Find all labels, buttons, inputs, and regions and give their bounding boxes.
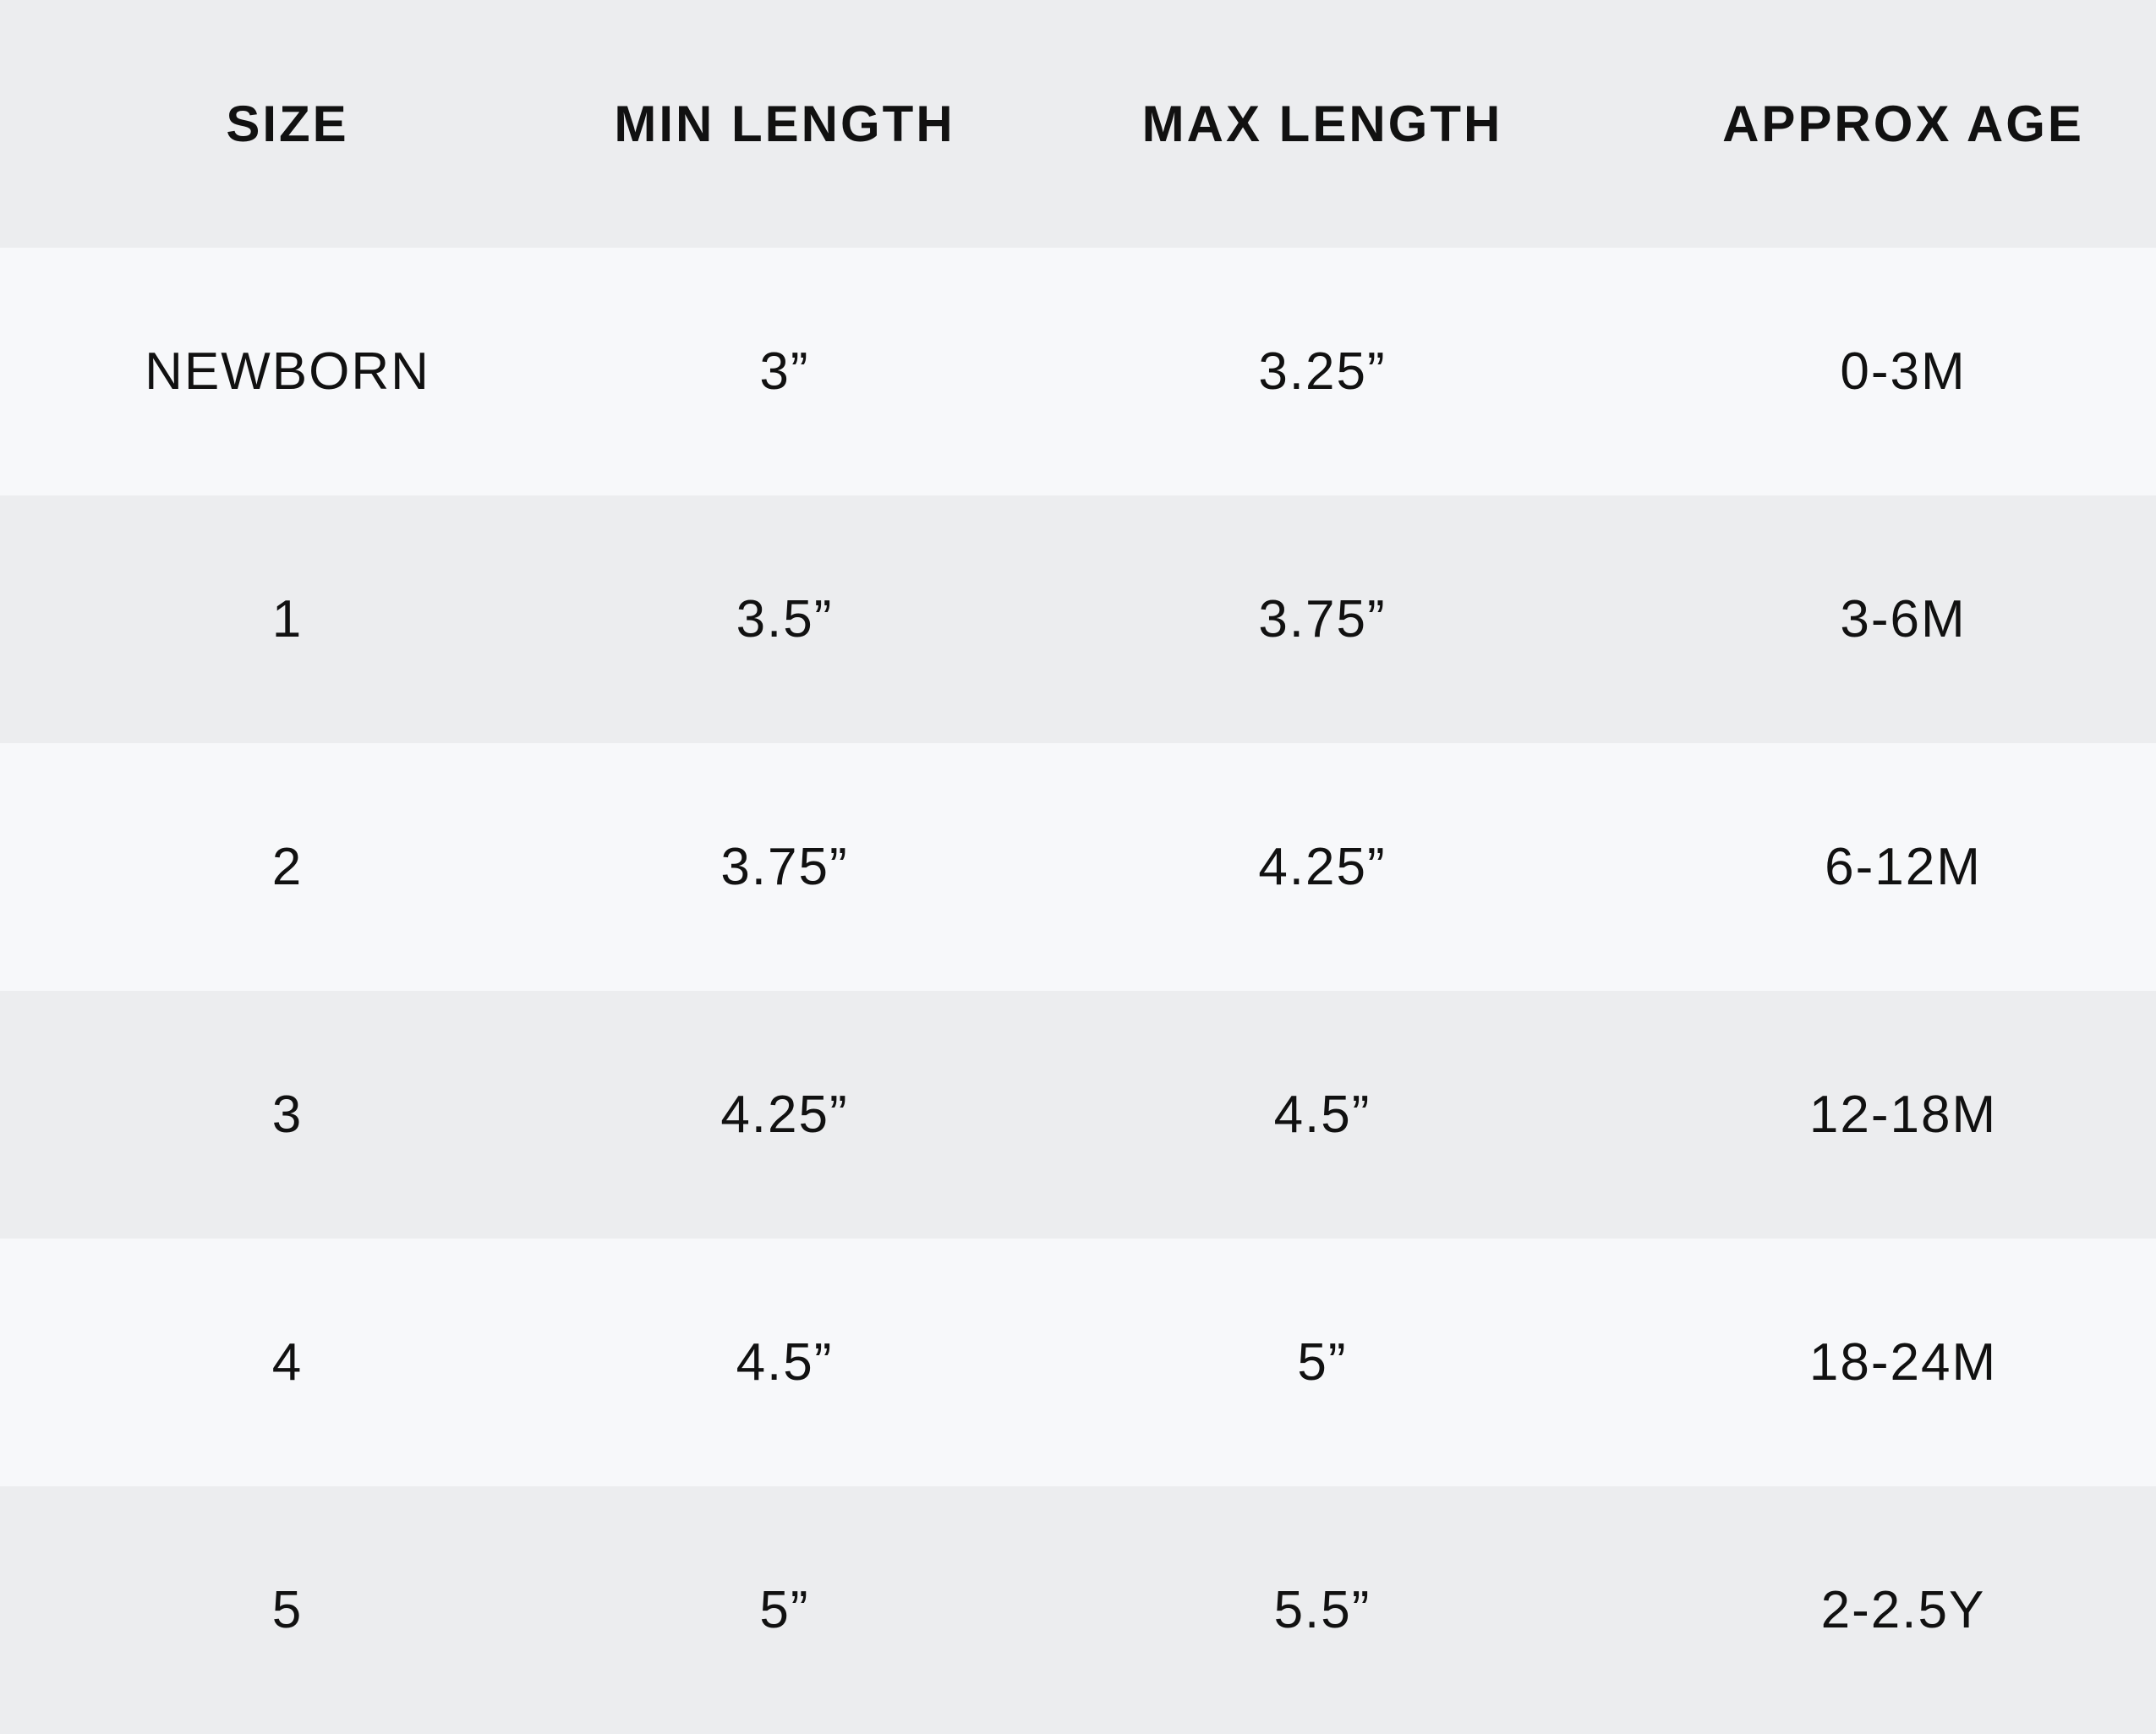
min-length-cell: 5” <box>759 1581 810 1639</box>
min-length-cell: 4.5” <box>736 1333 834 1392</box>
min-length-cell: 3.75” <box>720 838 849 896</box>
approx-age-cell: 18-24M <box>1809 1333 1998 1392</box>
min-length-cell: 4.25” <box>720 1086 849 1144</box>
approx-age-cell: 3-6M <box>1840 590 1967 648</box>
header-row: SIZE MIN LENGTH MAX LENGTH APPROX AGE <box>0 0 2156 248</box>
header-size: SIZE <box>226 96 349 152</box>
table-row: 4 4.5” 5” 18-24M <box>0 1239 2156 1486</box>
table-row: NEWBORN 3” 3.25” 0-3M <box>0 248 2156 495</box>
size-cell: 5 <box>271 1581 304 1639</box>
header-min-length: MIN LENGTH <box>614 96 955 152</box>
size-cell: 4 <box>271 1333 304 1392</box>
size-cell: 3 <box>271 1086 304 1144</box>
table-row: 3 4.25” 4.5” 12-18M <box>0 991 2156 1239</box>
table-row: 2 3.75” 4.25” 6-12M <box>0 743 2156 991</box>
approx-age-cell: 12-18M <box>1809 1086 1998 1144</box>
max-length-cell: 3.25” <box>1258 342 1387 401</box>
table-body: NEWBORN 3” 3.25” 0-3M 1 3.5” 3.75” 3-6M 2 3.75” 4.… <box>0 248 2156 1734</box>
max-length-cell: 4.5” <box>1273 1086 1371 1144</box>
size-cell: 1 <box>271 590 304 648</box>
min-length-cell: 3” <box>759 342 810 401</box>
size-cell: 2 <box>271 838 304 896</box>
max-length-cell: 3.75” <box>1258 590 1387 648</box>
max-length-cell: 5” <box>1297 1333 1348 1392</box>
table-row: 1 3.5” 3.75” 3-6M <box>0 495 2156 743</box>
max-length-cell: 5.5” <box>1273 1581 1371 1639</box>
approx-age-cell: 6-12M <box>1825 838 1982 896</box>
table-row: 5 5” 5.5” 2-2.5Y <box>0 1486 2156 1734</box>
min-length-cell: 3.5” <box>736 590 834 648</box>
header-max-length: MAX LENGTH <box>1141 96 1503 152</box>
approx-age-cell: 0-3M <box>1840 342 1967 401</box>
approx-age-cell: 2-2.5Y <box>1820 1581 1986 1639</box>
max-length-cell: 4.25” <box>1258 838 1387 896</box>
size-cell: NEWBORN <box>145 342 430 401</box>
header-approx-age: APPROX AGE <box>1722 96 2084 152</box>
